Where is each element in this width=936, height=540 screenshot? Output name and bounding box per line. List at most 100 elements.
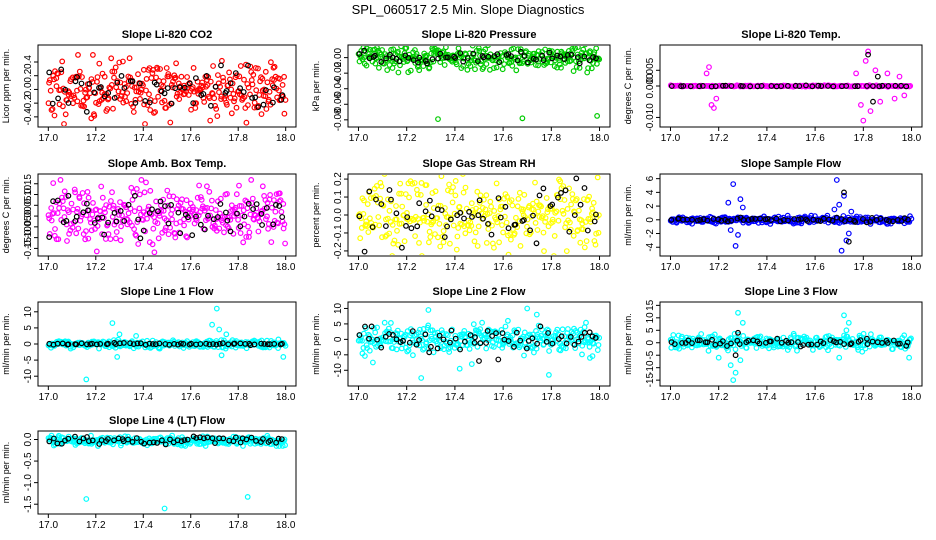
data-point-all [399,203,406,210]
y-tick-label: 0 [645,340,656,346]
data-point-all [426,64,433,71]
data-point-selected [747,83,754,90]
data-point-all [546,372,552,378]
figure-title: SPL_060517 2.5 Min. Slope Diagnostics [352,2,585,17]
data-point-selected [267,437,274,444]
data-point-all [116,59,123,66]
data-point-selected [852,219,859,225]
data-point-selected [271,341,278,347]
data-point-all [715,354,722,361]
data-point-selected [400,337,406,344]
data-point-selected [441,234,448,241]
data-point-all [514,40,519,45]
data-point-selected [114,79,121,86]
data-point-all [503,219,510,226]
data-point-selected [590,54,597,60]
data-point-all [281,436,288,443]
data-point-selected [414,223,421,230]
data-point-all [50,180,57,187]
data-point-all [89,211,96,218]
data-point-all [118,223,124,230]
data-point-all [435,202,442,209]
data-point-all [154,66,161,72]
data-point-selected [78,80,85,87]
x-tick-label: 17.4 [445,392,465,403]
data-point-selected [73,213,80,220]
data-point-all [416,67,423,74]
data-point-all [282,240,289,247]
data-point-all [577,239,584,246]
data-point-all [540,229,547,236]
data-point-all [565,326,571,332]
data-point-all [823,333,830,340]
data-point-all [753,345,760,351]
data-point-selected [232,434,239,441]
data-point-all [557,178,564,185]
data-point-selected [255,104,262,110]
data-point-selected [275,435,282,442]
data-point-all [270,64,277,71]
data-point-all [278,208,285,215]
x-tick-label: 17.2 [709,262,729,273]
data-point-selected [530,212,536,219]
data-point-all [418,375,425,381]
panel-10: Slope Line 4 (LT) Flow ml/min per min. 17.… [1,415,297,531]
data-point-all [161,97,168,104]
data-point-all [173,60,180,67]
data-point-all [468,361,475,368]
data-point-all [585,65,591,71]
data-point-selected [841,341,847,348]
data-point-selected [83,200,90,207]
data-point-all [438,175,445,180]
data-point-all [104,106,111,112]
data-point-all [461,328,468,334]
data-point-all [198,196,205,203]
data-point-all [109,68,116,75]
data-point-selected [76,438,83,445]
data-point-all [183,197,190,204]
data-point-all [218,352,225,359]
data-point-all [193,100,200,107]
y-tick-label: -0.010 [645,103,656,132]
data-point-all [737,357,744,364]
data-point-selected [795,216,802,223]
data-point-all [491,207,498,214]
data-point-selected [796,83,803,89]
data-point-all [89,52,96,58]
data-point-selected [273,201,279,208]
data-point-all [236,73,243,80]
data-point-all [199,84,206,91]
data-point-selected [113,218,120,225]
data-point-all [488,203,495,210]
data-point-selected [718,217,725,224]
data-point-all [84,188,91,195]
data-point-selected [897,340,903,347]
data-point-selected [483,340,490,346]
data-point-all [363,62,370,69]
points-group [667,309,914,384]
data-point-all [215,80,222,87]
data-point-selected [704,339,711,346]
data-point-selected [768,83,775,89]
y-tick-label: -1.0 [23,474,34,492]
y-axis-label: ml/min per min. [311,313,321,375]
data-point-all [170,193,177,200]
data-point-selected [403,222,409,229]
data-point-selected [164,85,171,91]
data-point-all [161,227,168,234]
data-point-all [524,216,531,223]
data-point-all [154,220,161,227]
data-point-selected [72,433,78,440]
data-point-all [467,63,474,69]
data-point-selected [475,212,482,219]
data-point-selected [416,337,423,343]
data-point-all [240,239,247,246]
data-point-all [437,345,444,352]
data-point-selected [362,323,368,330]
data-point-selected [224,217,231,224]
data-point-all [732,346,739,353]
data-point-selected [245,200,252,207]
data-point-all [126,55,133,62]
data-point-all [276,190,283,197]
data-point-all [393,58,399,65]
